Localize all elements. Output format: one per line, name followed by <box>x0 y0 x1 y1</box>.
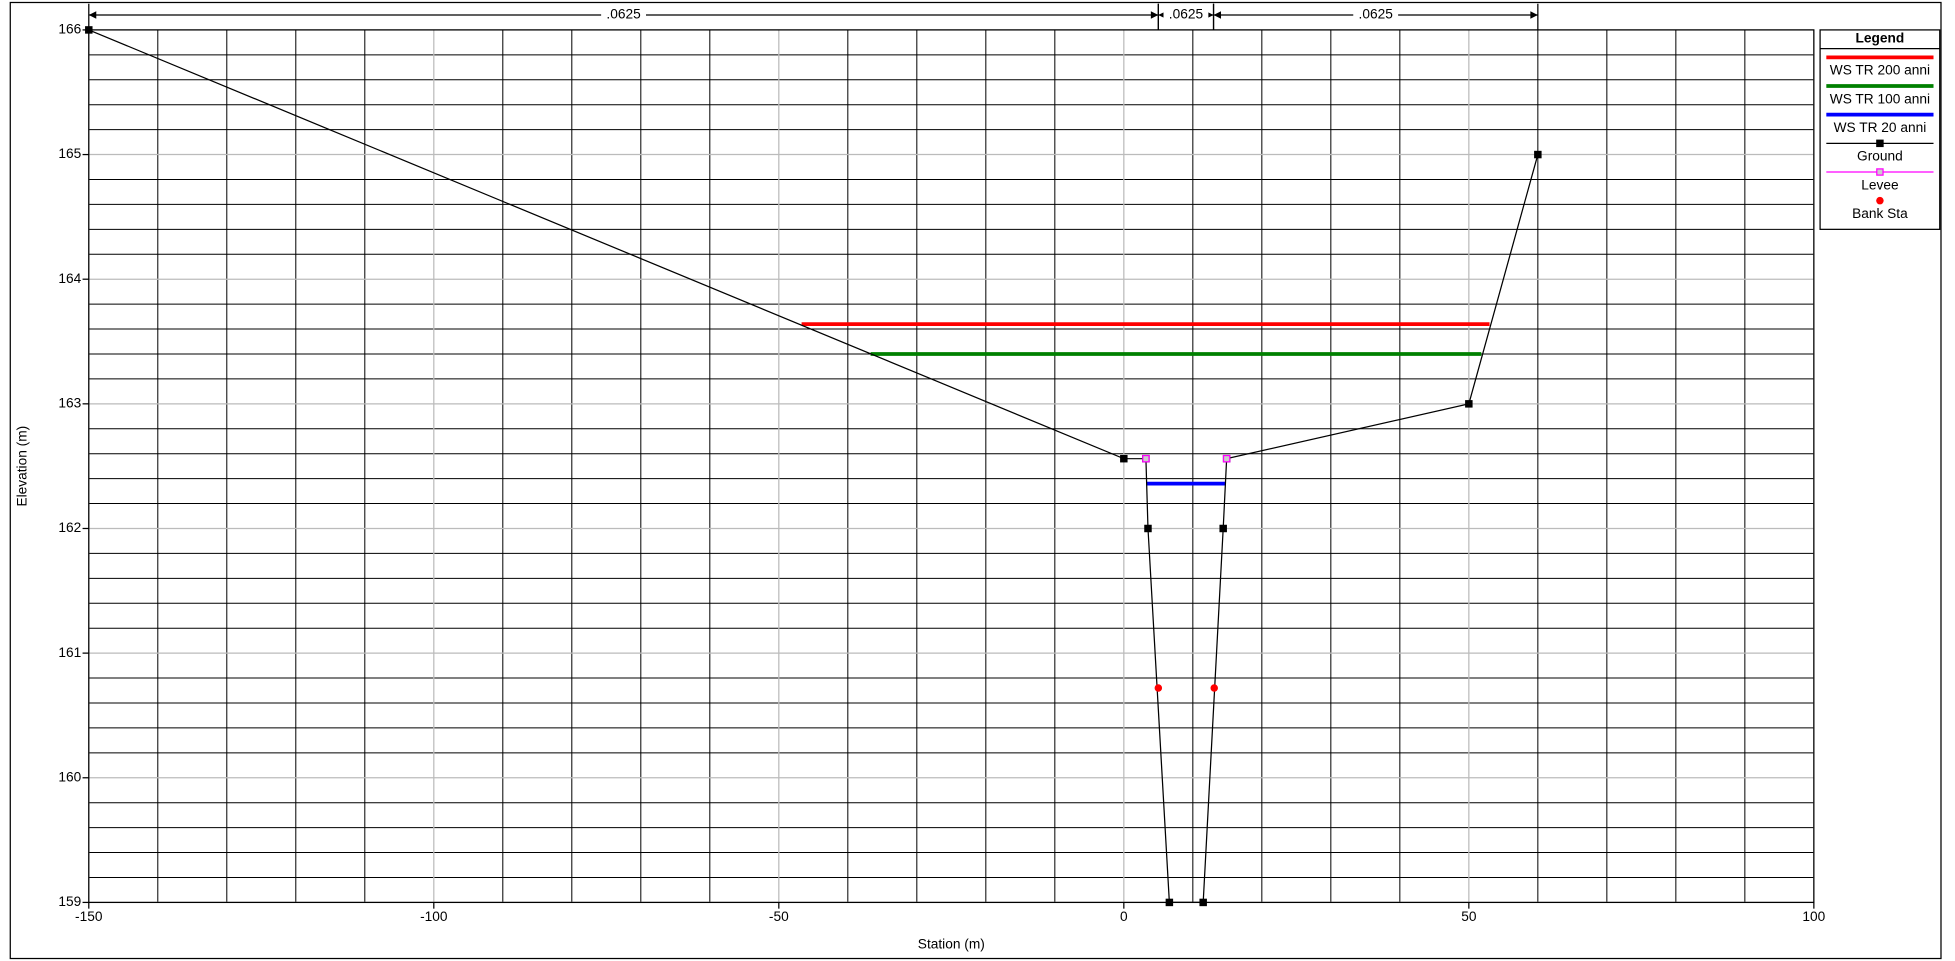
legend-marker <box>1876 168 1884 176</box>
legend-label: Bank Sta <box>1852 206 1908 221</box>
frame <box>9 1 1942 960</box>
marker <box>1219 524 1227 533</box>
series-line <box>88 29 1539 904</box>
n-label-bg <box>1353 7 1399 23</box>
legend-label: Ground <box>1857 149 1903 164</box>
x-tick-label: 0 <box>1120 909 1128 924</box>
legend-label: WS TR 20 anni <box>1834 120 1927 135</box>
marker <box>1199 898 1207 907</box>
x-tick-label: 100 <box>1802 909 1825 924</box>
plot-frame <box>88 29 1815 904</box>
marker <box>1142 454 1150 463</box>
n-label: .0625 <box>1359 7 1394 22</box>
x-axis-label: Station (m) <box>918 936 985 951</box>
y-tick-label: 164 <box>58 271 81 286</box>
y-tick-label: 162 <box>58 520 81 535</box>
marker <box>1120 454 1128 463</box>
x-tick-label: -50 <box>769 909 789 924</box>
marker <box>1534 150 1542 159</box>
n-label: .0625 <box>606 7 641 22</box>
x-tick-label: 50 <box>1461 909 1477 924</box>
legend-marker <box>1876 139 1884 148</box>
legend-marker <box>1876 196 1884 205</box>
n-label-bg <box>601 7 646 23</box>
marker <box>1222 454 1231 463</box>
n-label-bg <box>1163 7 1209 23</box>
marker <box>1465 400 1473 408</box>
y-tick-label: 160 <box>58 769 81 784</box>
y-axis-label: Elevation (m) <box>14 426 29 507</box>
marker <box>85 26 93 34</box>
y-tick-label: 163 <box>58 395 81 410</box>
y-tick-label: 166 <box>58 22 81 37</box>
marker <box>1144 524 1152 533</box>
marker <box>1165 898 1174 907</box>
y-tick-label: 159 <box>58 894 81 909</box>
legend-label: WS TR 200 anni <box>1830 63 1930 78</box>
marker <box>1210 684 1218 692</box>
x-tick-label: -150 <box>75 909 103 924</box>
y-tick-label: 161 <box>58 645 81 660</box>
y-tick-label: 165 <box>58 146 81 161</box>
legend-box <box>1819 29 1941 230</box>
n-label: .0625 <box>1169 7 1204 22</box>
legend-label: WS TR 100 anni <box>1830 91 1930 106</box>
marker <box>1154 684 1163 692</box>
legend-title: Legend <box>1856 30 1905 45</box>
legend-label: Levee <box>1861 177 1899 192</box>
x-tick-label: -100 <box>420 909 448 924</box>
